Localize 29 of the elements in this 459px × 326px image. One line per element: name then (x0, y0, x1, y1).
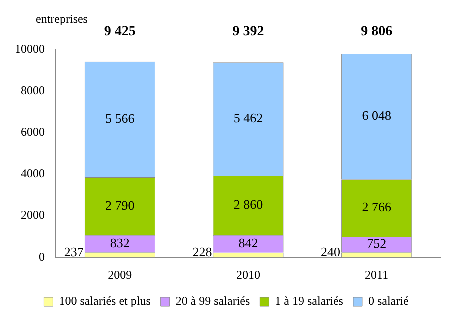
data-label: 832 (110, 235, 130, 250)
legend-label: 0 salarié (368, 294, 409, 308)
x-tick-label: 2010 (236, 268, 260, 282)
data-label: 5 462 (234, 110, 264, 126)
legend-label: 100 salariés et plus (59, 294, 152, 308)
x-tick-label: 2011 (365, 268, 389, 282)
data-label: 2 790 (106, 198, 135, 213)
data-label: 2 860 (234, 197, 264, 212)
data-label: 240 (321, 244, 341, 260)
total-label: 9 392 (232, 24, 264, 40)
y-tick-label: 8000 (21, 84, 45, 98)
data-label: 5 566 (106, 111, 136, 126)
y-tick-label: 10000 (15, 42, 45, 56)
data-label: 228 (192, 244, 212, 260)
y-tick-label: 4000 (21, 166, 45, 181)
legend-label: 20 à 99 salariés (176, 294, 250, 308)
data-label: 237 (64, 244, 84, 260)
total-label: 9 425 (104, 24, 136, 40)
data-label: 842 (238, 236, 258, 251)
y-tick-label: 2000 (21, 208, 45, 222)
legend-label: 1 à 19 salariés (275, 294, 344, 308)
x-tick-label: 2009 (108, 268, 132, 282)
y-tick-label: 0 (39, 250, 45, 264)
y-tick-label: 6000 (21, 125, 45, 140)
data-label: 752 (367, 236, 387, 252)
y-axis-title: entreprises (36, 12, 88, 26)
data-label: 6 048 (362, 108, 392, 124)
data-label: 2 766 (362, 200, 392, 215)
total-label: 9 806 (361, 24, 393, 40)
